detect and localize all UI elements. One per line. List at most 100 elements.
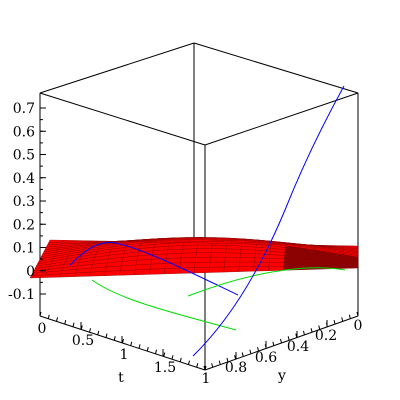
surface-patch	[210, 252, 227, 258]
t-minor-tick	[89, 328, 91, 333]
t-minor-tick	[179, 357, 182, 363]
y-minor-tick	[318, 325, 321, 330]
t-minor-tick	[47, 314, 50, 319]
y-tick-label: 0.4	[287, 339, 309, 355]
surface-patch	[195, 252, 212, 258]
surface-patch	[180, 257, 197, 264]
z-tick-label: 0	[26, 264, 35, 280]
surface-patch	[209, 261, 226, 268]
surface	[29, 237, 359, 279]
curve-blue-front	[192, 85, 345, 357]
y-axis: 0 0.2 0.4 0.6 0.8	[203, 309, 362, 376]
box-edge	[193, 42, 359, 94]
t-tick-label: 1	[120, 347, 129, 363]
surface-patch	[194, 261, 211, 268]
y-tick-label: 0.6	[255, 350, 277, 366]
surface-patch	[283, 262, 300, 267]
t-minor-tick	[138, 344, 141, 349]
surface-patch	[189, 240, 205, 244]
surface-patch	[76, 240, 93, 243]
surface-patch	[268, 262, 285, 267]
surface-patch	[174, 240, 191, 243]
surface-patch	[253, 261, 270, 267]
surface-patch	[149, 268, 166, 275]
t-minor-tick	[163, 352, 166, 357]
y-minor-tick	[203, 365, 206, 371]
surface-patch	[238, 261, 255, 267]
surface-patch	[160, 240, 177, 243]
t-minor-tick	[64, 319, 67, 325]
bounding-box	[39, 42, 359, 371]
y-minor-tick	[257, 346, 260, 352]
z-tick-label: 0.1	[13, 241, 35, 257]
z-axis: 0.7 0.6 0.5 0.4 0.3 0.2 0.1 0 -0.1	[8, 101, 46, 303]
t-minor-tick	[105, 333, 108, 338]
t-minor-tick	[155, 349, 157, 354]
y-minor-tick	[302, 330, 305, 336]
surface-patch	[196, 248, 212, 253]
y-minor-tick	[218, 360, 221, 365]
t-tick-label: 1.5	[154, 360, 176, 376]
surface-patch	[134, 268, 151, 276]
z-tick-label: 0.3	[13, 194, 35, 210]
z-tick-label: -0.1	[8, 287, 35, 303]
z-tick-label: 0.5	[13, 148, 35, 164]
t-tick-label: 0	[38, 321, 47, 337]
surface-patch	[165, 257, 182, 264]
z-tick-label: 0.6	[13, 124, 35, 140]
surface-patch	[223, 266, 240, 273]
t-minor-tick	[97, 330, 100, 336]
y-minor-tick	[226, 357, 229, 363]
y-tick-label: 0.8	[225, 360, 247, 376]
surface-patch	[132, 240, 149, 243]
surface-patch	[119, 240, 135, 242]
y-minor-tick	[356, 311, 359, 317]
y-tick-label: 0.2	[315, 328, 337, 344]
y-minor-tick	[325, 322, 328, 327]
t-minor-tick	[130, 341, 133, 346]
y-minor-tick	[234, 355, 237, 360]
curve-green-left	[91, 279, 237, 331]
y-minor-tick	[333, 319, 336, 325]
box-edge	[39, 92, 206, 146]
surface-patch	[180, 252, 197, 259]
surface-patch	[62, 240, 79, 243]
surface-patch	[217, 241, 233, 244]
t-minor-tick	[146, 346, 149, 352]
surface-patch	[181, 248, 198, 254]
y-minor-tick	[241, 352, 244, 357]
surface-patch	[208, 266, 225, 273]
y-minor-tick	[287, 336, 290, 341]
z-tick-label: 0.7	[13, 101, 35, 117]
y-minor-tick	[280, 338, 282, 344]
z-tick-label: 0.2	[13, 217, 35, 233]
t-minor-tick	[80, 325, 83, 330]
t-minor-tick	[122, 338, 124, 344]
box-edge	[39, 42, 195, 94]
surface-patch	[224, 256, 241, 263]
surface-patch	[182, 244, 198, 250]
t-tick-label: 1	[202, 371, 211, 387]
curve-blue-back	[69, 242, 239, 296]
y-minor-tick	[348, 314, 351, 319]
surface-patch	[193, 267, 210, 274]
surface-patch	[48, 239, 65, 243]
curve-green-right	[187, 267, 346, 297]
surface-patch	[146, 240, 163, 243]
surface-patch	[238, 266, 255, 272]
y-minor-tick	[264, 344, 267, 349]
t-minor-tick	[188, 360, 190, 365]
t-minor-tick	[39, 311, 42, 317]
surface-patch	[211, 244, 228, 250]
surface-patch	[231, 241, 247, 245]
t-minor-tick	[56, 317, 58, 322]
surface-patch	[149, 263, 166, 270]
y-axis-title: y	[277, 368, 286, 384]
z-tick-label: 0.4	[13, 171, 35, 187]
y-minor-tick	[211, 363, 214, 368]
y-minor-tick	[310, 328, 313, 333]
surface-patch	[342, 266, 359, 269]
t-tick-label: 0.5	[72, 333, 94, 349]
t-axis: 0 0.5 1 1.5 1	[38, 309, 211, 387]
